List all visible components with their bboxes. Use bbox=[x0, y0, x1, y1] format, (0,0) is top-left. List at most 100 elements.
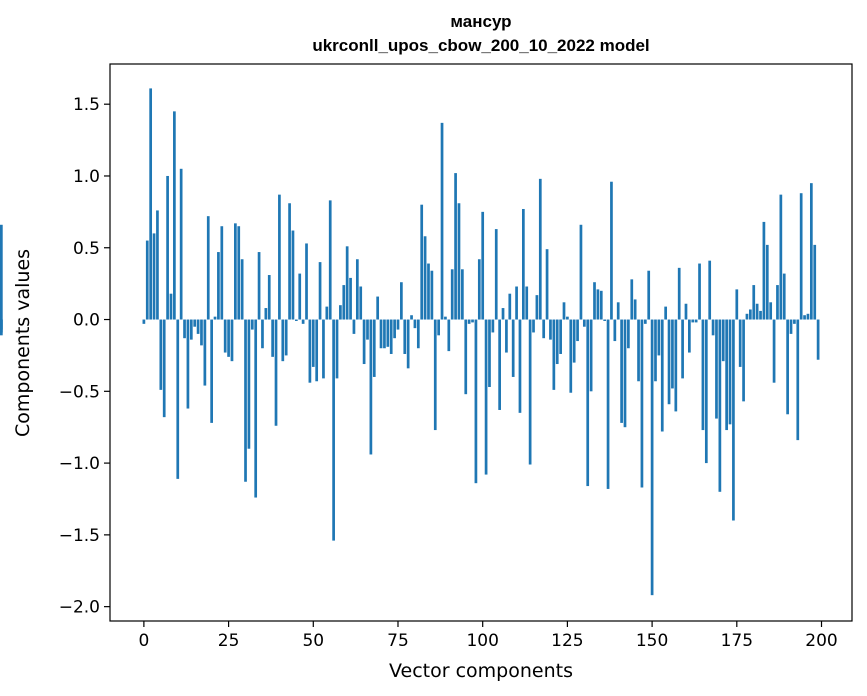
bar-188 bbox=[779, 194, 783, 320]
bar-51 bbox=[315, 319, 319, 382]
x-tick-label: 75 bbox=[387, 631, 409, 651]
bar-9 bbox=[173, 111, 176, 320]
bar-96 bbox=[467, 319, 471, 324]
plot-frame bbox=[109, 63, 853, 622]
bar-17 bbox=[200, 319, 203, 346]
bar-166 bbox=[704, 319, 708, 464]
y-tick-label: 0.5 bbox=[73, 239, 100, 259]
bar-45 bbox=[294, 319, 298, 321]
bar-13 bbox=[186, 319, 190, 409]
bar-186 bbox=[772, 319, 776, 383]
bar-79 bbox=[410, 315, 413, 320]
bar-3 bbox=[152, 233, 156, 320]
bar-140 bbox=[616, 302, 620, 320]
bar-23 bbox=[220, 226, 224, 320]
bar-131 bbox=[586, 319, 590, 487]
bar-161 bbox=[688, 319, 691, 353]
bar-132 bbox=[589, 319, 593, 392]
bar-74 bbox=[393, 319, 396, 339]
bar-60 bbox=[345, 246, 349, 320]
bar-150 bbox=[650, 319, 654, 596]
bar-181 bbox=[755, 303, 759, 320]
bar-135 bbox=[599, 290, 603, 320]
bar-11 bbox=[179, 168, 183, 320]
bar-33 bbox=[254, 319, 258, 498]
bar-198 bbox=[813, 244, 817, 320]
bar-105 bbox=[498, 319, 501, 410]
bar-133 bbox=[593, 282, 596, 320]
bar-43 bbox=[288, 203, 291, 320]
bar-72 bbox=[386, 319, 390, 347]
bar-157 bbox=[674, 319, 678, 412]
bar-81 bbox=[416, 319, 420, 349]
bar-168 bbox=[711, 319, 715, 336]
bar-88 bbox=[440, 122, 444, 320]
bar-66 bbox=[366, 319, 369, 340]
y-axis-label: Components values bbox=[12, 249, 34, 437]
bar-80 bbox=[413, 319, 417, 329]
bar-83 bbox=[423, 236, 427, 320]
bar-92 bbox=[454, 173, 457, 320]
bar-99 bbox=[477, 259, 481, 320]
bar-86 bbox=[433, 319, 437, 431]
bar-189 bbox=[782, 273, 786, 320]
bar-191 bbox=[789, 319, 793, 334]
bar-159 bbox=[681, 319, 684, 379]
bar-20 bbox=[210, 319, 213, 423]
bar-156 bbox=[671, 319, 674, 389]
bar-130 bbox=[582, 319, 586, 327]
bar-158 bbox=[677, 267, 681, 320]
x-tick-label: 100 bbox=[466, 631, 498, 651]
bar-46 bbox=[298, 273, 302, 320]
bar-15 bbox=[193, 319, 197, 327]
bar-151 bbox=[654, 319, 657, 382]
bar-25 bbox=[227, 319, 230, 357]
bar-89 bbox=[444, 316, 447, 320]
bar-104 bbox=[494, 229, 498, 320]
bar-34 bbox=[257, 252, 261, 320]
bar-12 bbox=[183, 319, 186, 339]
y-tick-label: −1.0 bbox=[59, 454, 100, 474]
bar-190 bbox=[786, 319, 789, 415]
bar-127 bbox=[572, 319, 576, 363]
bar-undefined bbox=[0, 319, 3, 336]
bar-106 bbox=[501, 308, 505, 320]
bar-170 bbox=[718, 319, 722, 492]
bar-163 bbox=[694, 319, 698, 323]
bar-62 bbox=[352, 319, 356, 334]
bar-180 bbox=[752, 285, 756, 320]
bar-58 bbox=[339, 305, 342, 320]
bar-194 bbox=[799, 193, 803, 320]
bar-73 bbox=[389, 319, 393, 354]
bar-121 bbox=[552, 319, 556, 390]
bar-63 bbox=[355, 259, 359, 320]
bar-32 bbox=[250, 319, 254, 330]
bar-144 bbox=[630, 279, 634, 320]
bar-38 bbox=[271, 319, 274, 357]
bar-77 bbox=[403, 319, 407, 354]
bar-0 bbox=[142, 319, 146, 324]
x-tick-label: 25 bbox=[218, 631, 240, 651]
bar-153 bbox=[660, 319, 664, 432]
bar-39 bbox=[274, 319, 278, 426]
bar-90 bbox=[447, 319, 451, 352]
bar-98 bbox=[474, 319, 478, 484]
bar-65 bbox=[362, 319, 366, 365]
bar-8 bbox=[169, 293, 173, 320]
bar-171 bbox=[721, 319, 725, 362]
bar-143 bbox=[627, 319, 630, 349]
bar-35 bbox=[261, 319, 264, 349]
bar-61 bbox=[349, 277, 352, 320]
x-tick-label: 200 bbox=[805, 631, 837, 651]
bar-78 bbox=[406, 319, 410, 369]
bar-4 bbox=[156, 210, 159, 320]
bar-22 bbox=[217, 252, 220, 320]
bar-55 bbox=[328, 200, 332, 320]
bar-139 bbox=[613, 319, 617, 342]
bar-36 bbox=[264, 308, 268, 320]
bar-199 bbox=[816, 319, 820, 360]
bar-184 bbox=[765, 244, 769, 320]
x-tick-label: 125 bbox=[551, 631, 583, 651]
bar-124 bbox=[562, 302, 566, 320]
